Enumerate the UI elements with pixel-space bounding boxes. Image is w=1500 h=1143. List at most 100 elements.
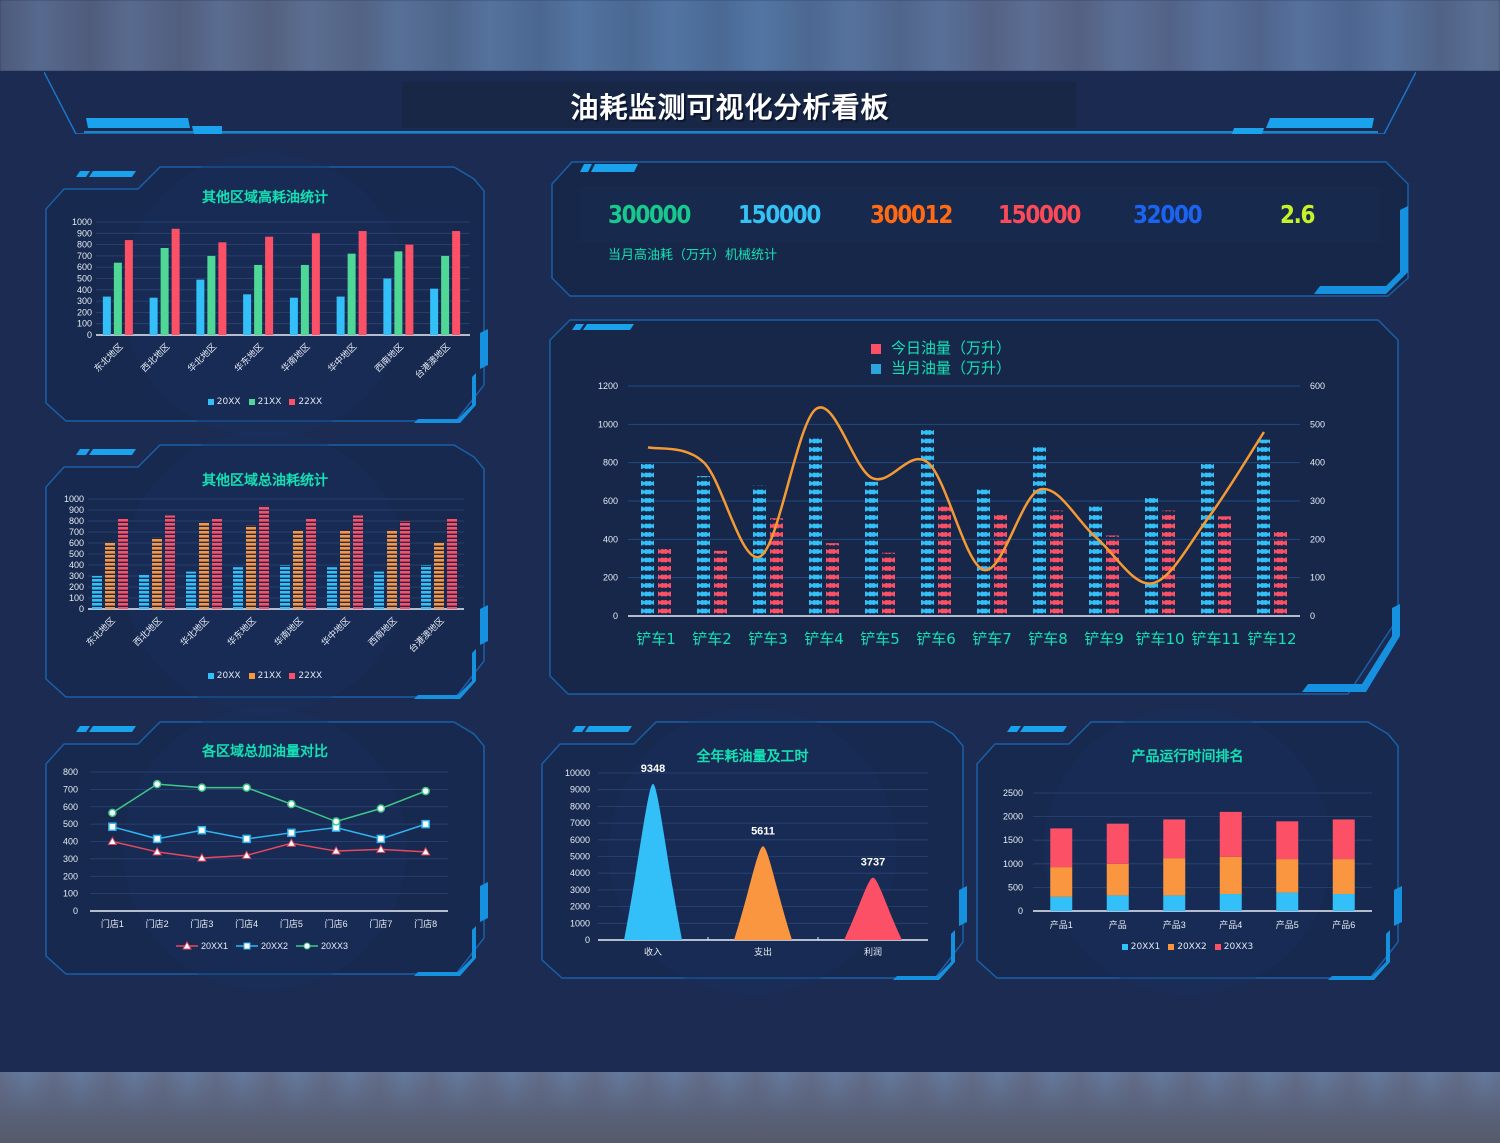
svg-text:200: 200: [63, 871, 78, 881]
legend-swatch: [248, 398, 255, 405]
bar: [441, 255, 450, 335]
svg-text:9348: 9348: [641, 763, 665, 775]
bar: [186, 571, 196, 609]
svg-text:400: 400: [603, 534, 618, 544]
bar: [300, 264, 309, 335]
svg-text:1000: 1000: [64, 494, 84, 504]
svg-text:400: 400: [1310, 458, 1325, 468]
svg-text:400: 400: [69, 560, 84, 570]
svg-text:400: 400: [63, 837, 78, 847]
bar: [293, 530, 303, 609]
bar: [199, 522, 209, 609]
panel-title: 全年耗油量及工时: [696, 749, 809, 765]
legend-label-today: 今日油量（万升）: [891, 339, 1012, 357]
svg-text:20XX1: 20XX1: [201, 941, 228, 951]
bar: [105, 541, 115, 609]
bar: [289, 297, 298, 335]
stack-segment: [1332, 894, 1355, 911]
svg-text:产品6: 产品6: [1332, 919, 1355, 930]
svg-text:600: 600: [603, 496, 618, 506]
bar: [340, 530, 350, 609]
svg-text:200: 200: [77, 307, 92, 317]
bar: [353, 515, 363, 609]
svg-text:华中地区: 华中地区: [319, 615, 352, 648]
svg-text:900: 900: [77, 228, 92, 238]
stack-segment: [1219, 856, 1242, 895]
svg-text:100: 100: [69, 593, 84, 603]
bar-today: [770, 518, 783, 616]
svg-text:800: 800: [63, 767, 78, 777]
legend-swatch: [1121, 943, 1128, 950]
bar-month: [753, 485, 766, 616]
bar: [92, 576, 102, 609]
bar: [280, 565, 290, 609]
stack-segment: [1050, 867, 1073, 897]
svg-text:铲车11: 铲车11: [1191, 630, 1240, 648]
bar-month: [1145, 495, 1158, 616]
bar-month: [865, 481, 878, 616]
bar-month: [1089, 502, 1102, 616]
svg-text:台港澳地区: 台港澳地区: [406, 615, 446, 655]
blurred-bottom-bar: [0, 1072, 1500, 1143]
svg-text:5611: 5611: [751, 825, 775, 837]
svg-text:500: 500: [1008, 882, 1023, 892]
bar-today: [882, 552, 895, 616]
panel-title: 产品运行时间排名: [1131, 749, 1244, 765]
svg-text:华北地区: 华北地区: [185, 341, 218, 374]
svg-text:门店1: 门店1: [101, 918, 124, 929]
svg-text:1000: 1000: [1003, 859, 1023, 869]
legend-swatch: [289, 398, 296, 405]
svg-text:支出: 支出: [754, 946, 772, 957]
svg-text:800: 800: [77, 240, 92, 250]
svg-text:利润: 利润: [864, 946, 882, 957]
svg-text:产品4: 产品4: [1219, 919, 1242, 930]
svg-text:门店2: 门店2: [146, 918, 169, 929]
svg-text:华东地区: 华东地区: [225, 615, 258, 648]
bar: [400, 521, 410, 609]
bar: [171, 228, 180, 335]
bar: [383, 278, 392, 335]
panel-frame: [551, 161, 1409, 297]
svg-text:华南地区: 华南地区: [272, 615, 305, 648]
svg-text:东北地区: 东北地区: [84, 615, 117, 648]
legend-item: 22XX: [289, 397, 322, 407]
legend-item: 21XX: [248, 397, 281, 407]
main-chart-legend: 今日油量（万升） 当月油量（万升）: [871, 338, 1011, 378]
panel-title: 其他区域总油耗统计: [202, 473, 328, 489]
bar-month: [809, 437, 822, 616]
svg-text:100: 100: [1310, 573, 1325, 583]
legend-swatch: [289, 672, 296, 679]
bar-today: [658, 548, 671, 616]
bar: [405, 244, 414, 335]
bar: [207, 255, 216, 335]
bar: [212, 518, 222, 609]
svg-text:0: 0: [79, 604, 84, 614]
svg-text:5000: 5000: [570, 852, 590, 862]
bar: [421, 565, 431, 609]
svg-text:200: 200: [1310, 534, 1325, 544]
stack-segment: [1332, 819, 1355, 860]
legend-item: 20XX3: [1214, 942, 1253, 952]
svg-text:门店7: 门店7: [369, 918, 392, 929]
bar-month: [1257, 439, 1270, 616]
kpi-value-3: 300012: [870, 200, 953, 229]
legend-swatch-blue: [871, 363, 881, 374]
stack-segment: [1163, 895, 1186, 911]
svg-text:3737: 3737: [861, 857, 885, 869]
kpi-panel: 300000 150000 300012 150000 32000 2.6 当月…: [550, 160, 1410, 298]
bar-month: [977, 489, 990, 616]
kpi-value-6: 2.6: [1280, 200, 1316, 229]
svg-text:1000: 1000: [598, 419, 618, 429]
stack-segment: [1106, 823, 1129, 864]
legend-swatch: [1168, 943, 1175, 950]
bar: [358, 231, 367, 335]
blurred-top-bar: [0, 0, 1500, 71]
legend-item: 22XX: [289, 671, 322, 681]
svg-text:400: 400: [77, 285, 92, 295]
svg-text:500: 500: [77, 274, 92, 284]
bar-month: [1033, 447, 1046, 616]
svg-text:西北地区: 西北地区: [131, 615, 164, 648]
dashboard-header: 油耗监测可视化分析看板: [44, 72, 1416, 134]
annual-peak-chart: 0 1000 2000 3000 4000 5000 6000 7000 8000 9000 100…: [565, 763, 928, 957]
